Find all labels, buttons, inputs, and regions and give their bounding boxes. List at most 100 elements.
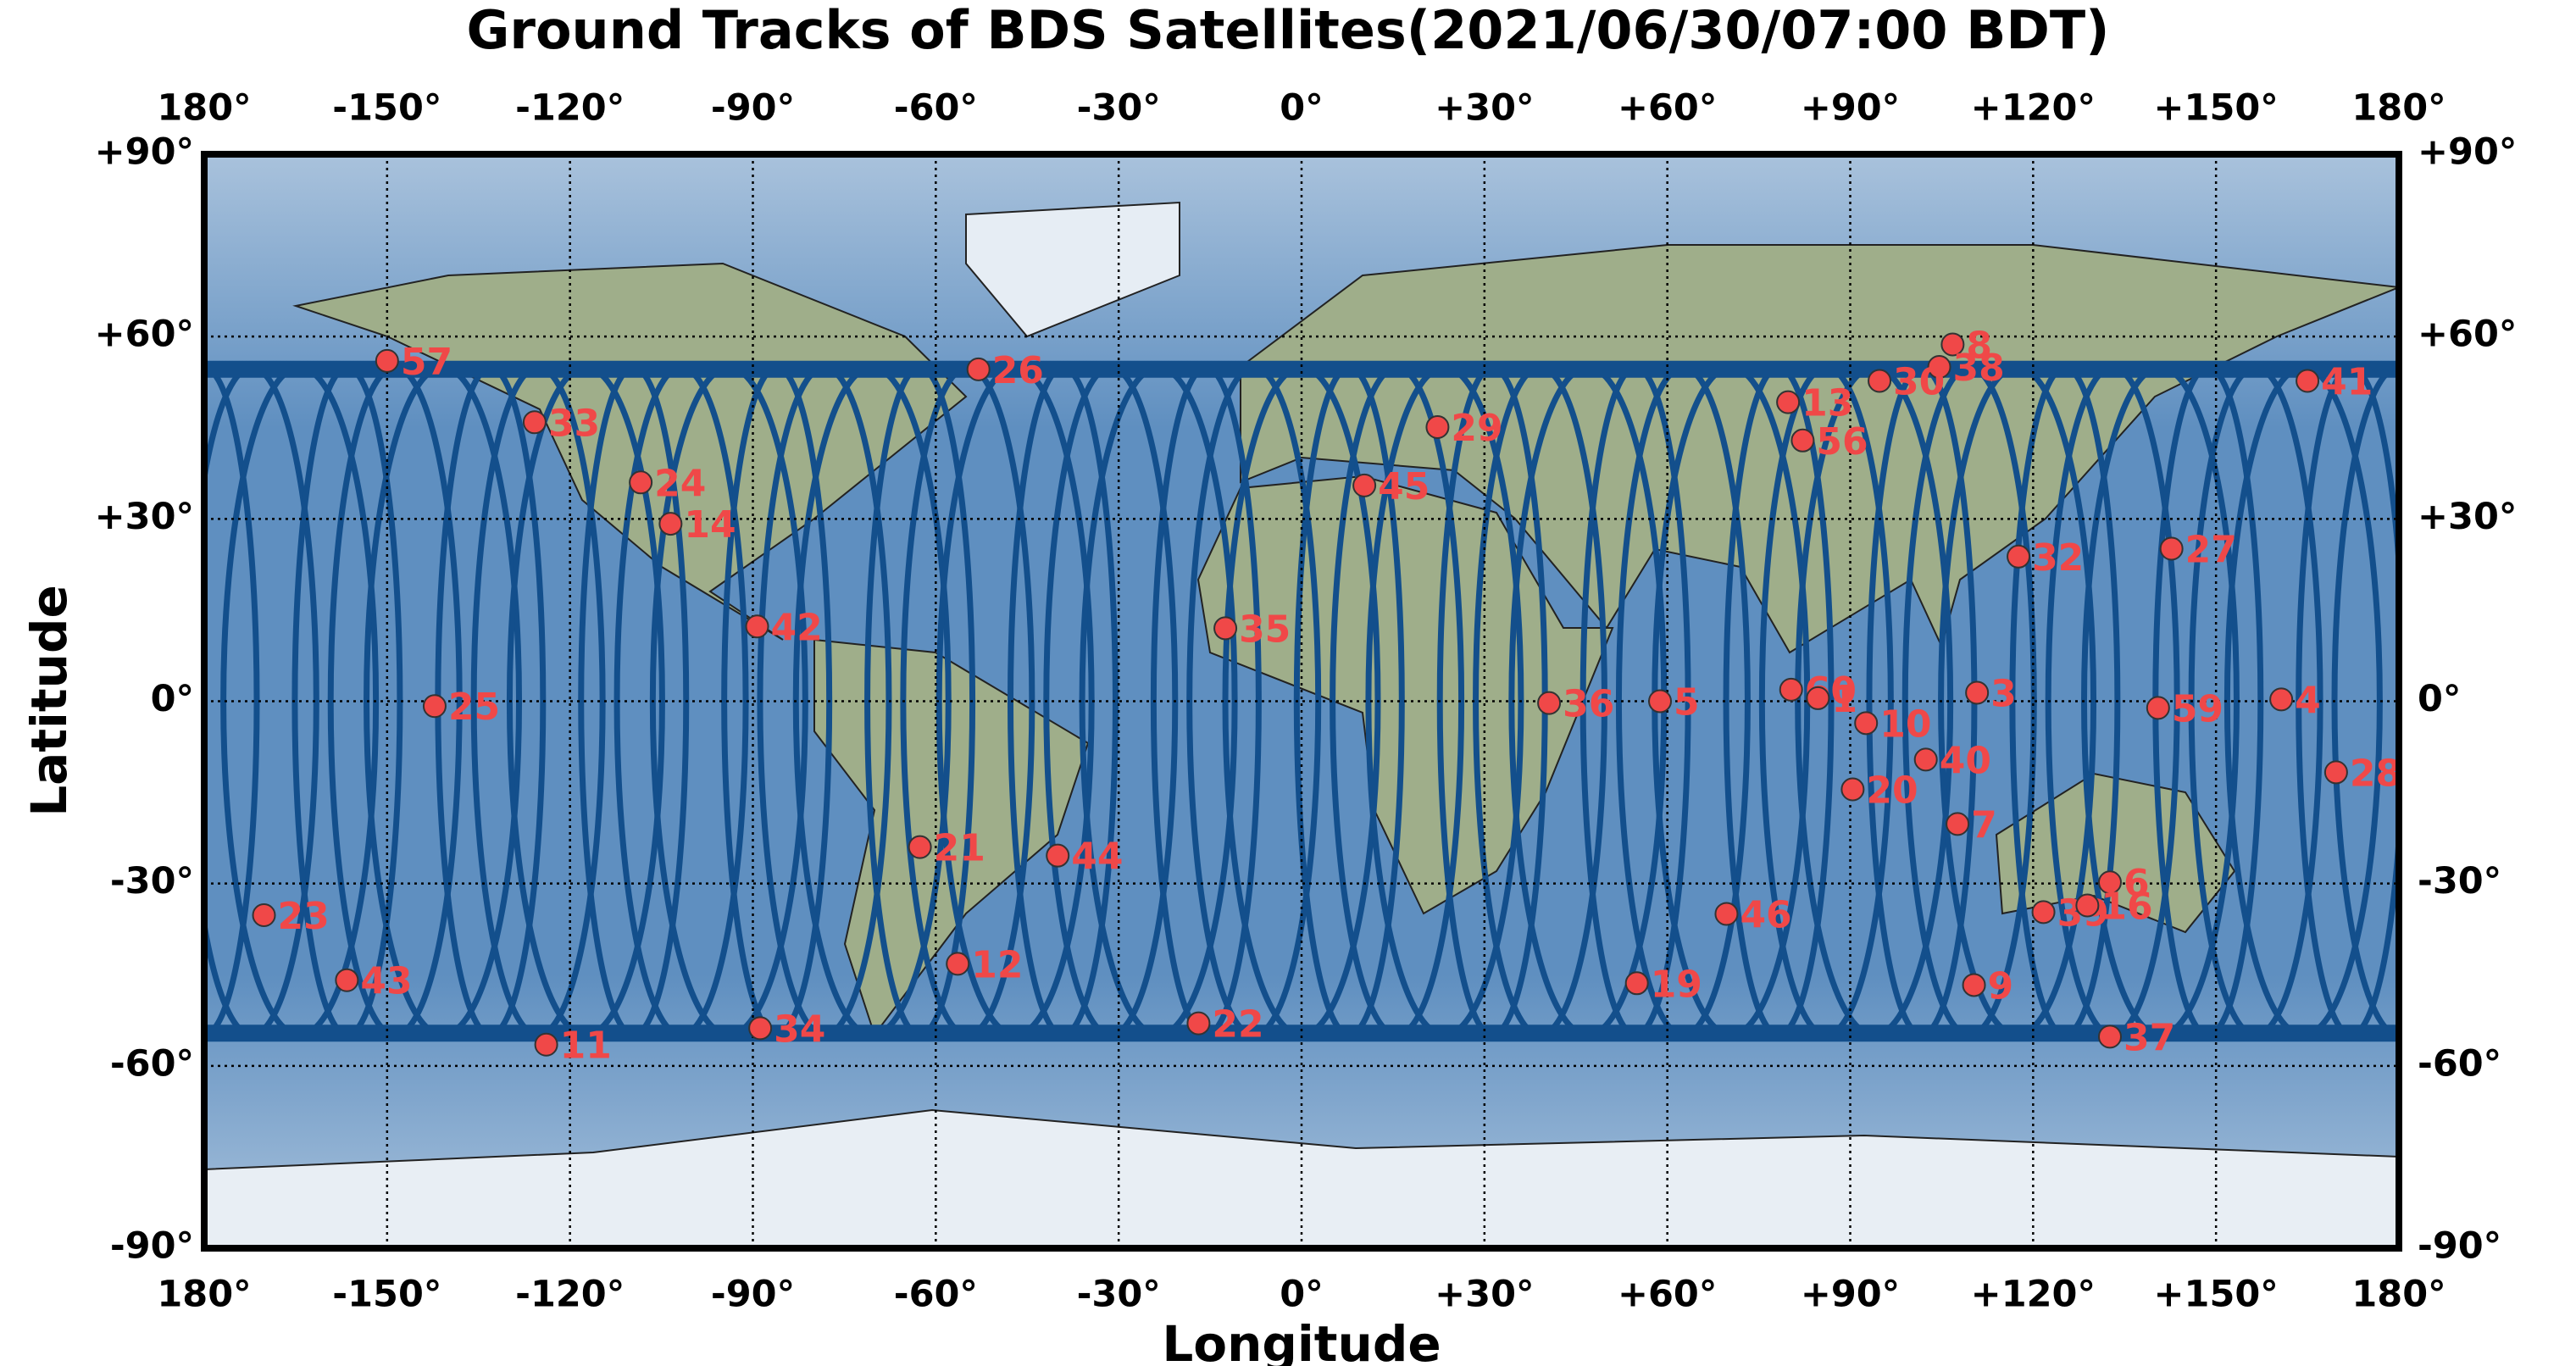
- point-label: 7: [1971, 803, 1997, 847]
- satellite-point: [1776, 390, 1801, 414]
- point-label: 8: [1966, 324, 1992, 367]
- chart-title: Ground Tracks of BDS Satellites(2021/06/…: [467, 0, 2110, 61]
- satellite-point: [2007, 544, 2031, 569]
- satellite-point: [1927, 355, 1951, 380]
- point-label: 32: [2032, 536, 2084, 580]
- x-tick-label: 180°: [157, 1274, 251, 1316]
- satellite-point: [1806, 686, 1830, 710]
- satellite-point: [335, 968, 359, 992]
- point-label: 20: [1866, 769, 1918, 812]
- point-label: 38: [1953, 347, 2005, 390]
- point-label: 16: [2101, 885, 2152, 928]
- satellite-point: [1962, 973, 1986, 997]
- satellite-point: [1046, 843, 1070, 868]
- x-tick-label: +60°: [1618, 87, 1717, 130]
- y-tick-label: 0°: [2418, 678, 2461, 720]
- satellite-point: [1913, 747, 1938, 772]
- satellite-point: [1352, 473, 1377, 497]
- satellite-point: [2296, 369, 2320, 393]
- point-label: 27: [2185, 528, 2237, 571]
- y-tick-label: -60°: [2418, 1042, 2501, 1085]
- satellite-point: [966, 357, 991, 381]
- satellite-point: [1965, 680, 1990, 705]
- satellite-point: [252, 902, 276, 927]
- satellite-point: [1940, 332, 1965, 357]
- y-tick-label: +30°: [95, 496, 194, 538]
- x-tick-label: -30°: [1077, 87, 1161, 130]
- satellite-point: [1779, 677, 1803, 702]
- x-tick-label: -90°: [711, 1274, 795, 1316]
- satellite-point: [2097, 1024, 2122, 1049]
- point-label: 56: [1816, 420, 1868, 464]
- x-tick-label: -120°: [515, 1274, 625, 1316]
- satellite-point: [1946, 812, 1970, 836]
- point-label: 37: [2124, 1016, 2175, 1059]
- point-label: 5: [1674, 681, 1700, 725]
- point-label: 33: [548, 402, 600, 445]
- satellite-point: [1790, 428, 1815, 453]
- point-label: 34: [774, 1008, 825, 1051]
- satellite-point: [1854, 711, 1879, 736]
- x-tick-label: 0°: [1280, 87, 1323, 130]
- x-axis-label: Longitude: [1162, 1315, 1441, 1366]
- plot-frame: [201, 151, 2402, 1252]
- point-label: 41: [2321, 361, 2373, 404]
- point-label: 11: [560, 1024, 612, 1068]
- x-tick-label: +30°: [1435, 87, 1534, 130]
- x-tick-label: 180°: [2351, 1274, 2446, 1316]
- satellite-point: [1714, 902, 1739, 926]
- point-label: 25: [448, 686, 500, 729]
- x-tick-label: -60°: [894, 1274, 978, 1316]
- y-tick-label: -30°: [2418, 860, 2501, 902]
- point-label: 4: [2295, 679, 2321, 722]
- y-tick-label: +60°: [95, 314, 194, 356]
- point-label: 19: [1651, 963, 1702, 1006]
- satellite-point: [534, 1032, 558, 1057]
- ground-track-band: [204, 360, 2399, 378]
- satellite-point: [1186, 1011, 1211, 1036]
- ground-track-band: [204, 1024, 2399, 1042]
- x-tick-label: 0°: [1280, 1274, 1323, 1316]
- point-label: 28: [2350, 752, 2401, 795]
- point-label: 36: [1563, 683, 1614, 726]
- x-tick-label: 180°: [2351, 87, 2446, 130]
- x-tick-label: +30°: [1435, 1274, 1534, 1316]
- satellite-point: [1425, 415, 1450, 440]
- x-tick-label: +60°: [1618, 1274, 1717, 1316]
- point-label: 30: [1893, 361, 1945, 404]
- point-label: 23: [278, 895, 330, 938]
- point-label: 57: [401, 341, 452, 384]
- x-tick-label: -60°: [894, 87, 978, 130]
- point-label: 3: [1990, 672, 2017, 715]
- satellite-point: [1213, 616, 1238, 641]
- point-label: 29: [1451, 407, 1502, 450]
- x-tick-label: -150°: [332, 87, 441, 130]
- point-label: 22: [1212, 1003, 1263, 1047]
- ground-track: [204, 364, 260, 1038]
- satellite-point: [375, 348, 399, 373]
- x-tick-label: -90°: [711, 87, 795, 130]
- x-tick-label: 180°: [157, 87, 251, 130]
- point-label: 1: [1831, 678, 1857, 721]
- satellite-point: [2269, 687, 2294, 712]
- x-tick-label: -120°: [515, 87, 625, 130]
- x-tick-label: +150°: [2154, 87, 2279, 130]
- point-label: 44: [1071, 836, 1123, 879]
- satellite-point: [745, 614, 769, 639]
- y-tick-label: 0°: [151, 678, 194, 720]
- point-label: 6: [2124, 862, 2150, 905]
- x-tick-label: +90°: [1801, 1274, 1900, 1316]
- point-label: 59: [2172, 687, 2223, 730]
- satellite-point: [2031, 900, 2056, 925]
- satellite-point: [629, 470, 653, 495]
- x-tick-label: +150°: [2154, 1274, 2279, 1316]
- satellite-point: [522, 410, 547, 435]
- point-label: 14: [684, 503, 736, 547]
- satellite-point: [658, 512, 683, 536]
- satellite-point: [2075, 893, 2100, 918]
- point-label: 42: [771, 606, 823, 649]
- point-label: 26: [992, 349, 1044, 392]
- satellite-point: [1624, 971, 1649, 996]
- satellite-point: [1537, 691, 1562, 715]
